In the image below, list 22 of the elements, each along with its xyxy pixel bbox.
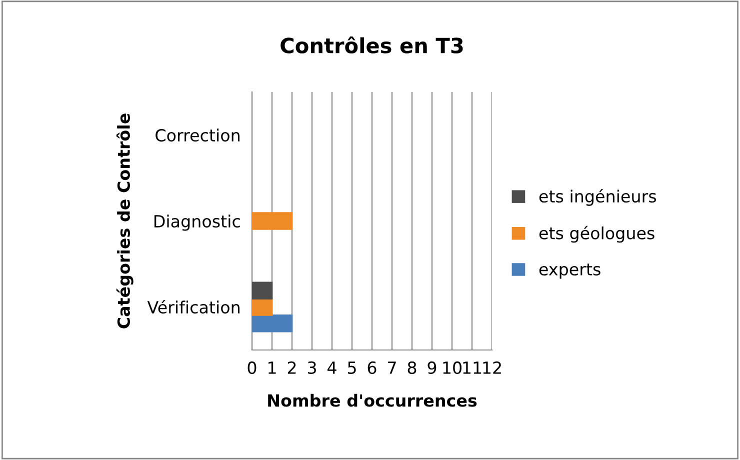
y-tick-label: Correction xyxy=(156,128,240,142)
x-tick-label: 11 xyxy=(463,362,482,374)
x-tick-label: 7 xyxy=(388,362,396,374)
legend-label: experts xyxy=(539,264,600,279)
x-tick-label: 3 xyxy=(308,361,316,374)
x-tick-label: 0 xyxy=(248,361,256,374)
x-tick-label: 8 xyxy=(408,361,416,374)
y-axis-title: Catégories de Contrôle xyxy=(116,114,134,328)
x-axis-title: Nombre d'occurrences xyxy=(268,394,477,407)
x-tick-label: 10 xyxy=(443,361,462,374)
legend-label: ets géologues xyxy=(539,226,654,243)
x-tick-label: 6 xyxy=(368,361,376,374)
legend-label: ets ingénieurs xyxy=(539,189,656,206)
y-tick-label: Vérification xyxy=(147,300,240,314)
x-tick-label: 4 xyxy=(328,362,336,374)
y-tick-label: Diagnostic xyxy=(154,214,240,231)
x-tick-label: 9 xyxy=(428,361,436,374)
x-tick-label: 5 xyxy=(348,362,356,374)
x-tick-label: 12 xyxy=(483,361,501,374)
x-tick-label: 1 xyxy=(268,362,276,374)
chart-title: Contrôles en T3 xyxy=(280,36,463,54)
x-tick-label: 2 xyxy=(288,361,296,374)
